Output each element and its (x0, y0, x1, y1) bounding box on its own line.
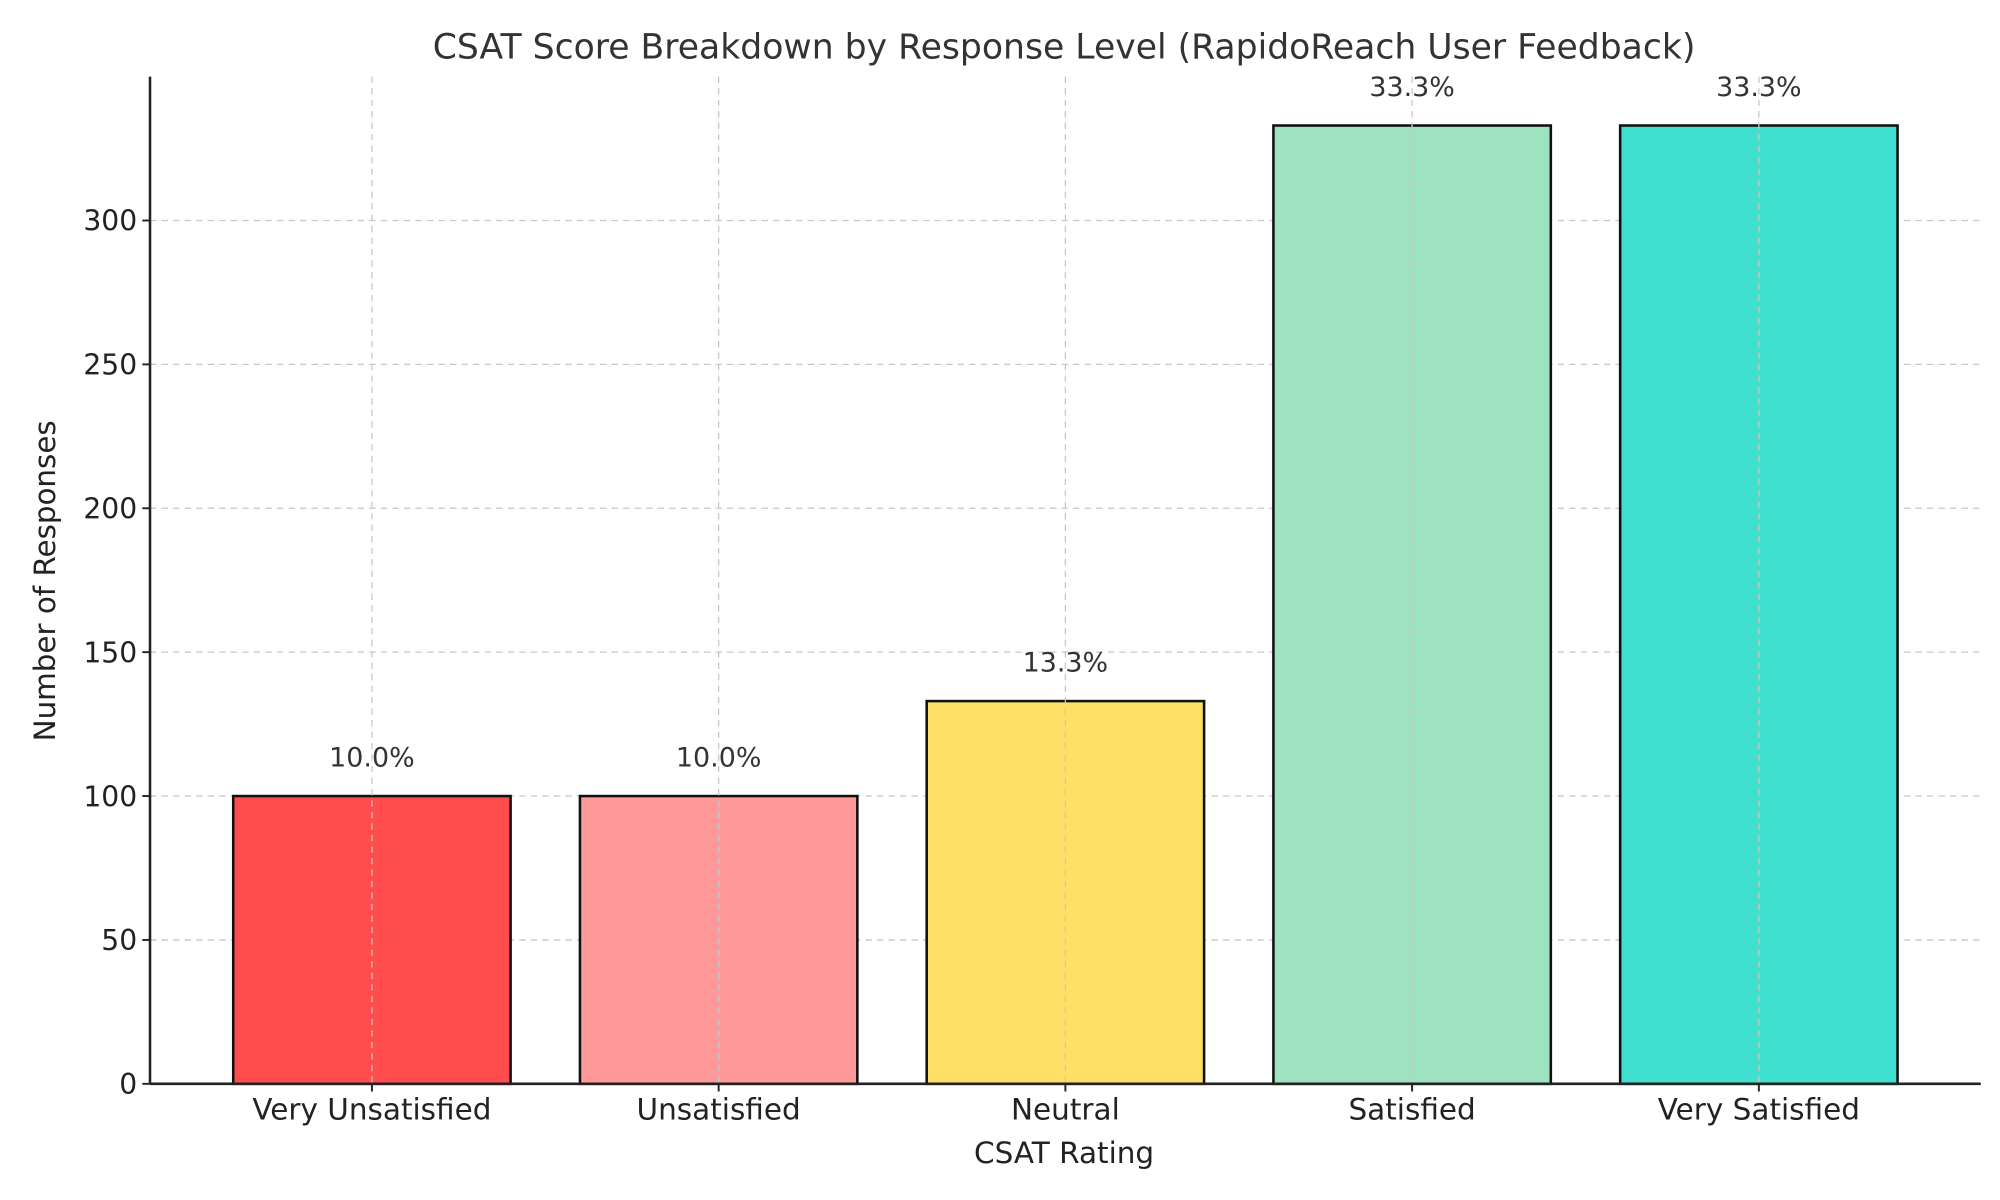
chart-title: CSAT Score Breakdown by Response Level (… (433, 28, 1696, 68)
data-label: 10.0% (329, 743, 415, 774)
data-label: 10.0% (676, 743, 762, 774)
y-tick-label: 150 (83, 636, 137, 669)
y-tick-label: 300 (83, 205, 137, 238)
y-axis-label: Number of Responses (28, 420, 62, 741)
y-tick-label: 250 (83, 349, 137, 382)
y-tick-label: 200 (83, 493, 137, 526)
y-tick-label: 0 (119, 1068, 137, 1101)
y-tick-label: 100 (83, 780, 137, 813)
x-tick-label: Neutral (1011, 1093, 1120, 1127)
x-tick-label: Unsatisfied (637, 1093, 801, 1127)
x-axis-label: CSAT Rating (974, 1136, 1154, 1170)
data-label: 13.3% (1023, 648, 1109, 679)
bar (1272, 124, 1553, 1086)
x-tick-label: Satisfied (1348, 1093, 1475, 1127)
data-label: 33.3% (1716, 72, 1802, 103)
x-tick-label: Very Unsatisfied (252, 1093, 491, 1127)
y-tick-label: 50 (101, 924, 137, 957)
data-label: 33.3% (1369, 72, 1455, 103)
x-tick-label: Very Satisfied (1658, 1093, 1860, 1127)
